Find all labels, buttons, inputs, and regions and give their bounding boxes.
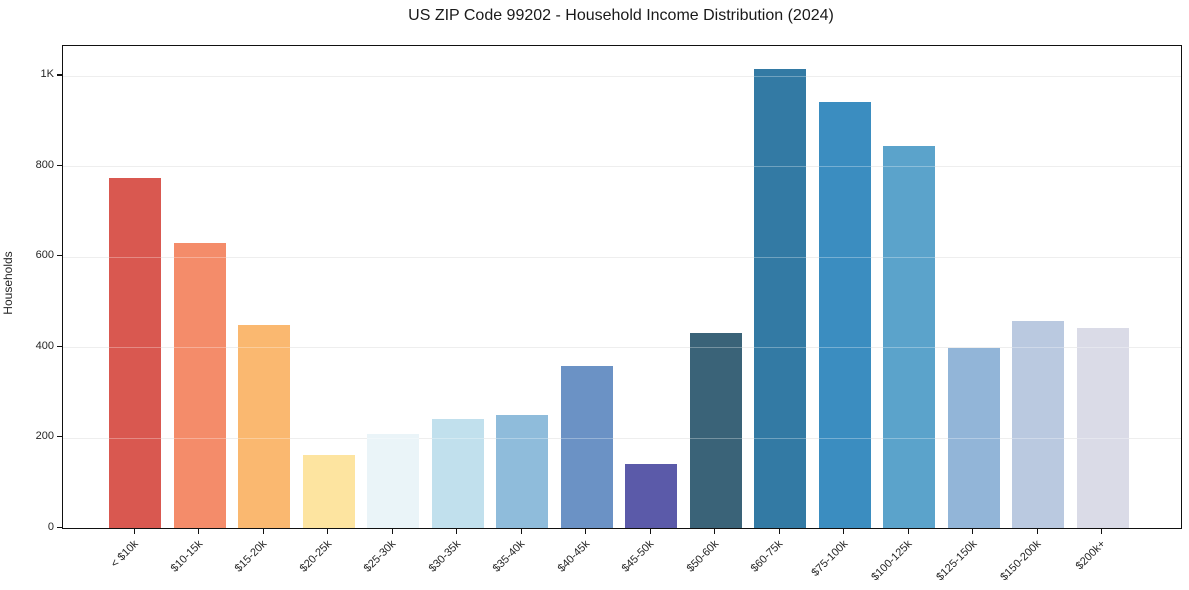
y-tick-mark bbox=[57, 255, 62, 257]
x-tick-mark bbox=[843, 528, 845, 534]
y-axis-label: Households bbox=[1, 251, 15, 315]
y-tick-mark bbox=[57, 526, 62, 528]
gridline bbox=[63, 256, 1181, 258]
bar bbox=[625, 463, 677, 528]
bar bbox=[1076, 328, 1129, 528]
bar bbox=[496, 415, 548, 528]
x-tick-mark bbox=[456, 528, 458, 534]
x-tick-mark bbox=[391, 528, 393, 534]
x-tick-label: $20-25k bbox=[297, 538, 334, 575]
x-tick-mark bbox=[1036, 528, 1038, 534]
bar bbox=[173, 243, 226, 528]
bar bbox=[431, 418, 484, 528]
x-tick-label: $35-40k bbox=[490, 538, 528, 575]
chart-title: US ZIP Code 99202 - Household Income Dis… bbox=[408, 7, 834, 24]
x-tick-mark bbox=[972, 528, 974, 534]
bar bbox=[302, 454, 355, 528]
x-tick-mark bbox=[133, 528, 135, 534]
x-tick-mark bbox=[262, 528, 264, 534]
gridline bbox=[63, 347, 1181, 349]
y-tick-label: 800 bbox=[35, 158, 54, 171]
y-tick-label: 200 bbox=[35, 430, 54, 443]
x-tick-mark bbox=[520, 528, 522, 534]
x-tick-mark bbox=[198, 528, 200, 534]
x-tick-label: $10-15k bbox=[168, 538, 205, 575]
gridline-overlay bbox=[63, 437, 1181, 439]
x-tick-label: $30-35k bbox=[426, 538, 463, 575]
x-tick-label: $200k+ bbox=[1073, 538, 1108, 573]
bar bbox=[1012, 321, 1064, 528]
bar bbox=[754, 69, 806, 528]
x-tick-label: $50-60k bbox=[684, 538, 721, 575]
gridline bbox=[63, 437, 1181, 439]
y-tick-mark bbox=[57, 74, 62, 76]
y-tick-label: 600 bbox=[35, 249, 54, 262]
bar bbox=[689, 332, 742, 528]
bar bbox=[109, 177, 161, 528]
x-tick-label: $100-125k bbox=[869, 538, 915, 584]
x-tick-label: $25-30k bbox=[361, 538, 399, 575]
bar bbox=[238, 324, 290, 528]
x-tick-label: $40-45k bbox=[555, 538, 592, 575]
gridline-overlay bbox=[63, 347, 1181, 349]
x-tick-label: $45-50k bbox=[619, 538, 657, 575]
bar bbox=[560, 366, 613, 528]
x-tick-mark bbox=[714, 528, 716, 534]
y-tick-label: 1K bbox=[40, 68, 54, 81]
y-tick-mark bbox=[57, 164, 62, 166]
bar bbox=[367, 434, 419, 528]
bar bbox=[947, 348, 1000, 528]
gridline bbox=[63, 75, 1181, 77]
x-tick-label: $60-75k bbox=[748, 538, 786, 575]
y-tick-label: 0 bbox=[47, 520, 54, 533]
x-tick-mark bbox=[778, 528, 780, 534]
y-tick-label: 400 bbox=[35, 339, 54, 352]
x-tick-mark bbox=[585, 528, 587, 534]
x-tick-mark bbox=[1101, 528, 1103, 534]
x-tick-label: < $10k bbox=[108, 538, 141, 571]
x-tick-mark bbox=[327, 528, 329, 534]
gridline-overlay bbox=[63, 166, 1181, 168]
bar bbox=[883, 145, 935, 528]
x-tick-label: $150-200k bbox=[998, 538, 1044, 584]
gridline-overlay bbox=[63, 75, 1181, 77]
y-tick-mark bbox=[57, 436, 62, 438]
plot-area bbox=[62, 45, 1182, 529]
x-tick-label: $125-150k bbox=[933, 538, 979, 584]
gridline-overlay bbox=[63, 256, 1181, 258]
y-tick-mark bbox=[57, 345, 62, 347]
x-tick-label: $15-20k bbox=[232, 538, 270, 575]
x-tick-mark bbox=[649, 528, 651, 534]
bar bbox=[818, 101, 871, 528]
x-tick-label: $75-100k bbox=[809, 538, 850, 579]
gridline bbox=[63, 166, 1181, 168]
x-tick-mark bbox=[907, 528, 909, 534]
